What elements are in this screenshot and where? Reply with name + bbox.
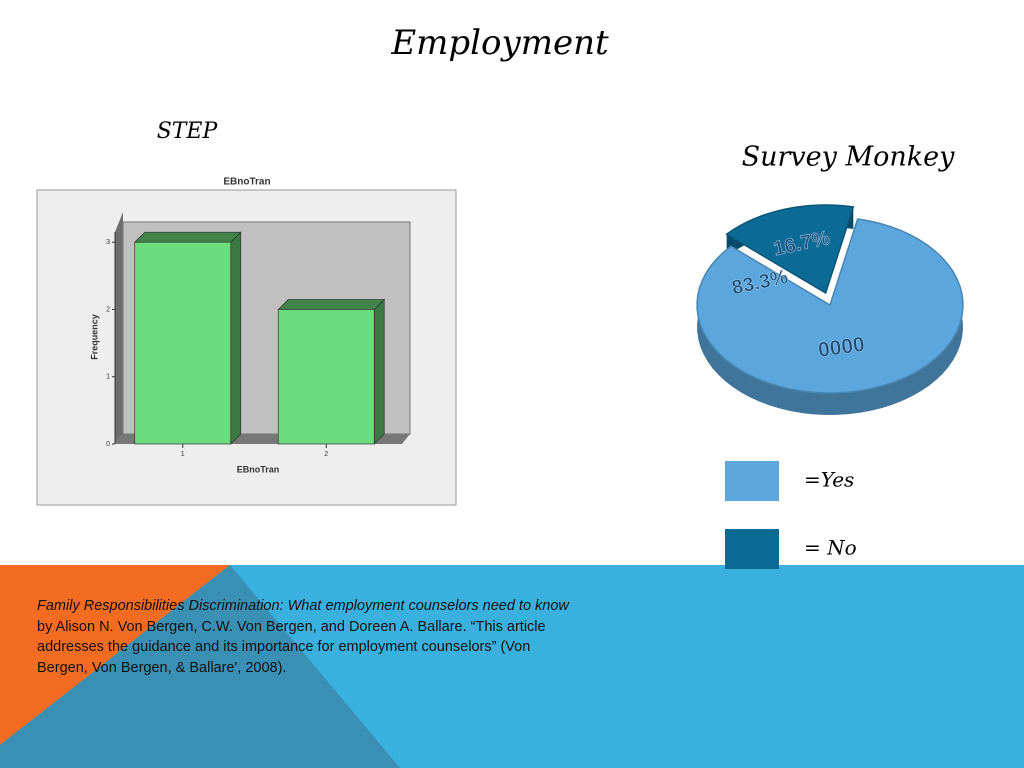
y-axis-label: Frequency xyxy=(89,314,99,360)
bar-top xyxy=(133,231,242,243)
x-tick-label: 1 xyxy=(181,451,185,458)
legend-label: =Yes xyxy=(804,468,854,492)
y-tick-label: 3 xyxy=(106,239,110,246)
back-wall xyxy=(115,212,123,444)
dark-shape xyxy=(0,565,400,768)
x-tick-label: 2 xyxy=(324,451,328,458)
y-tick-label: 1 xyxy=(106,374,110,381)
x-axis-label: EBnoTran xyxy=(237,464,280,474)
slide-title: Employment xyxy=(390,23,609,63)
citation-text: by Alison N. Von Bergen, C.W. Von Bergen… xyxy=(37,618,546,676)
bar-title: EBnoTran xyxy=(223,177,270,188)
pie-slice xyxy=(725,204,855,295)
bar-side xyxy=(373,298,385,445)
legend-swatch xyxy=(725,461,779,501)
bar-top xyxy=(277,299,386,310)
citation-title: Family Responsibilities Discrimination: … xyxy=(37,598,569,614)
y-tick-label: 0 xyxy=(106,441,110,448)
citation: Family Responsibilities Discrimination: … xyxy=(37,596,582,678)
y-tick-label: 2 xyxy=(106,306,110,313)
bar-side xyxy=(230,231,242,445)
bar xyxy=(277,309,375,445)
bar xyxy=(134,241,232,445)
pie-slice xyxy=(696,218,964,394)
pie-title: Survey Monkey xyxy=(742,142,955,173)
legend-label: = No xyxy=(804,536,857,560)
step-label: STEP xyxy=(157,119,219,144)
legend-swatch xyxy=(725,529,779,569)
